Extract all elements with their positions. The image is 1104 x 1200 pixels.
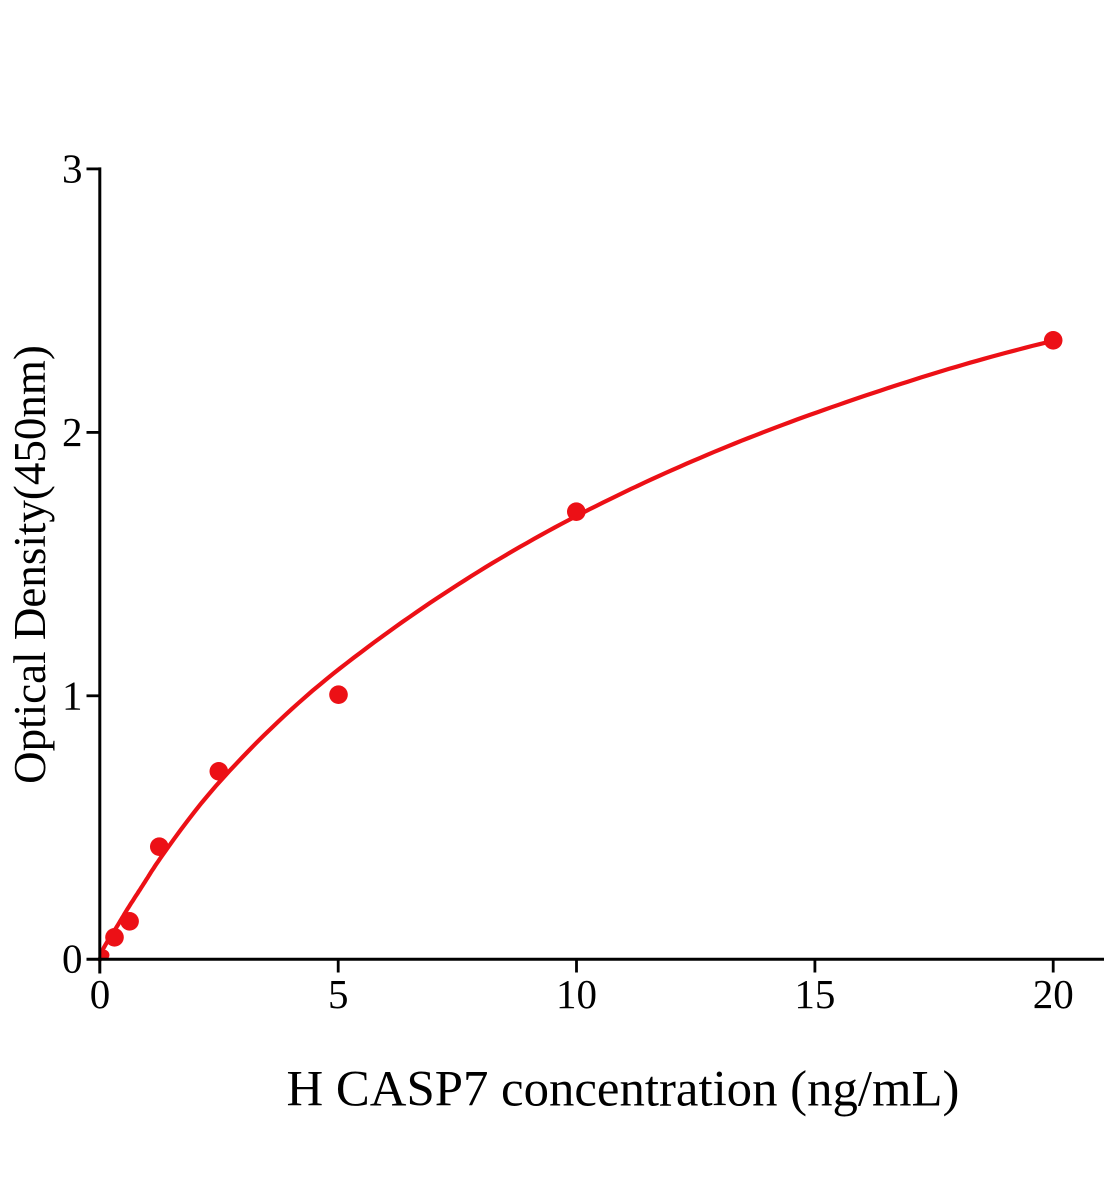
- svg-text:5: 5: [328, 971, 349, 1017]
- svg-text:0: 0: [62, 936, 83, 982]
- svg-text:10: 10: [556, 971, 597, 1017]
- svg-text:2: 2: [62, 409, 83, 455]
- svg-text:15: 15: [794, 971, 835, 1017]
- svg-text:0: 0: [90, 971, 111, 1017]
- svg-text:Optical Density(450nm): Optical Density(450nm): [5, 345, 55, 784]
- svg-text:20: 20: [1033, 971, 1074, 1017]
- svg-text:3: 3: [62, 145, 83, 191]
- svg-text:H CASP7 concentration (ng/mL): H CASP7 concentration (ng/mL): [287, 1061, 960, 1117]
- svg-text:1: 1: [62, 672, 83, 718]
